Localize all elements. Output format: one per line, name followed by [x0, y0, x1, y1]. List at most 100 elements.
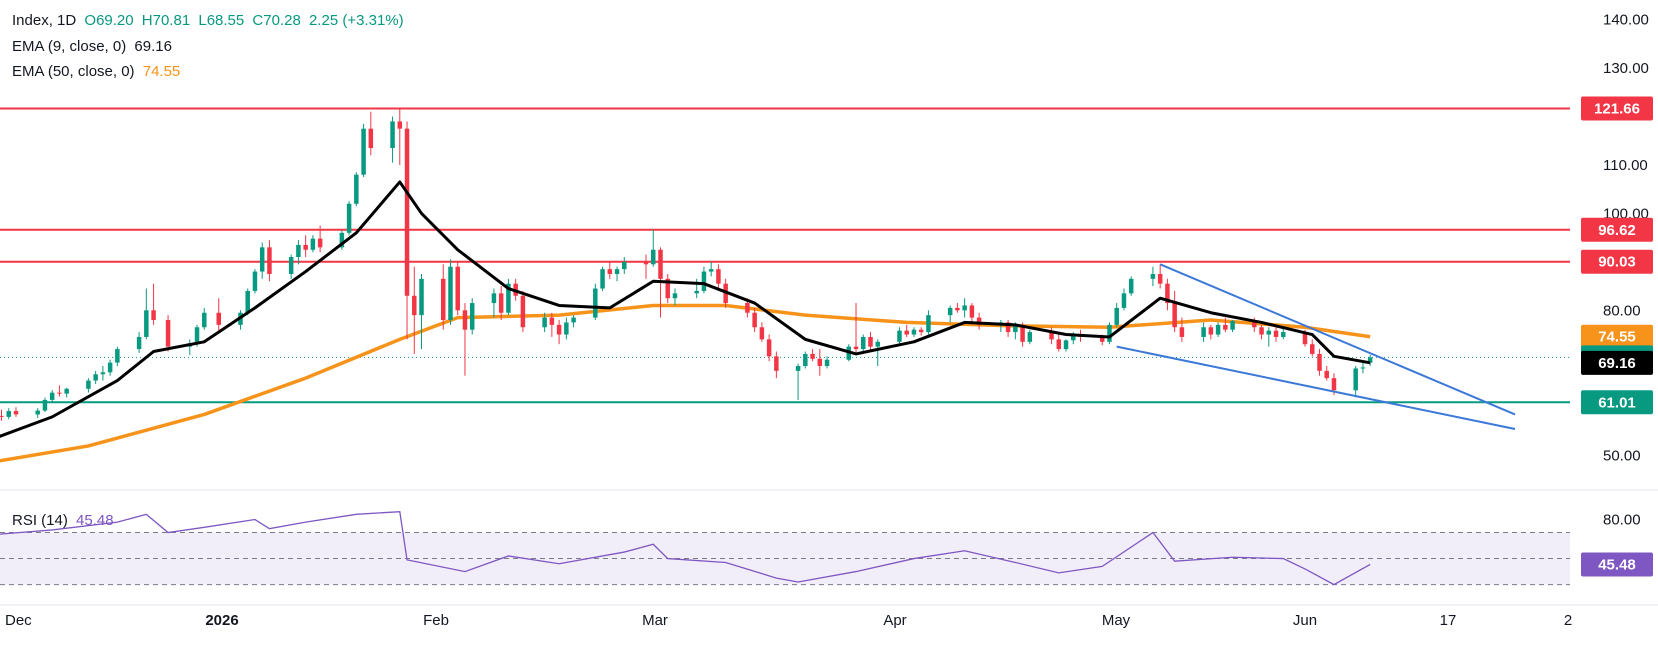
ema9-tag — [1581, 350, 1653, 375]
candle-body — [926, 315, 931, 333]
candle-body — [216, 312, 221, 325]
candle-body — [542, 317, 547, 328]
candle — [918, 327, 924, 336]
candle — [911, 327, 917, 337]
candle — [564, 317, 569, 340]
candle — [469, 298, 475, 335]
candle — [1121, 288, 1127, 311]
time-axis-label: Feb — [423, 612, 449, 629]
rsi-legend: RSI (14) 45.48 — [12, 512, 118, 529]
time-axis-label: 17 — [1440, 612, 1457, 629]
candle-body — [6, 411, 11, 417]
candle — [368, 111, 374, 156]
ema9-label: EMA (9, close, 0) — [12, 38, 127, 55]
candle — [1049, 327, 1054, 345]
candle — [361, 123, 366, 178]
time-axis-label: May — [1102, 612, 1131, 629]
candle — [216, 298, 221, 333]
resistance-level-tag — [1581, 249, 1653, 274]
candle — [795, 363, 801, 400]
candle — [694, 278, 699, 299]
candle — [701, 266, 707, 294]
time-axis-label: 2026 — [205, 612, 238, 629]
candle-body — [1309, 344, 1315, 354]
candle — [6, 408, 11, 420]
candle — [1324, 366, 1329, 381]
candle-body — [390, 121, 395, 149]
candle-body — [448, 266, 453, 320]
candle-body — [1013, 324, 1018, 333]
candle-body — [1114, 307, 1119, 325]
candle-body — [1071, 334, 1076, 341]
candle — [868, 332, 873, 352]
candle-body — [1063, 340, 1069, 350]
candle — [1259, 324, 1264, 340]
candle-body — [1005, 322, 1011, 333]
support-level-tag — [1581, 390, 1653, 415]
candle-body — [1360, 367, 1366, 369]
candle-body — [440, 278, 446, 320]
candle-body — [57, 392, 62, 394]
time-axis-label: Jun — [1293, 612, 1317, 629]
candle-body — [1302, 332, 1308, 345]
resistance-level-tag-label: 121.66 — [1594, 101, 1640, 118]
candle — [1157, 264, 1163, 289]
candle — [766, 334, 772, 362]
rsi-label: RSI (14) — [12, 512, 68, 529]
price-tick-label: 140.00 — [1603, 12, 1649, 29]
candle — [969, 303, 975, 323]
wedge-upper-trendline — [1159, 263, 1516, 416]
candle-body — [607, 269, 613, 274]
candle — [593, 283, 598, 320]
candle — [49, 390, 55, 403]
candle — [296, 240, 301, 265]
candle-body — [1331, 378, 1337, 391]
candle-body — [1215, 324, 1221, 335]
candle-body — [716, 269, 721, 284]
candle — [665, 273, 670, 304]
candle-body — [593, 288, 598, 318]
candle-body — [202, 312, 207, 328]
candle — [288, 254, 294, 279]
candle-body — [904, 330, 909, 335]
candle-body — [651, 249, 656, 265]
candle-body — [361, 128, 366, 175]
candle-body — [824, 359, 830, 367]
candle-body — [1049, 332, 1054, 340]
candle-body — [766, 339, 772, 357]
candle-body — [49, 392, 55, 400]
candle-body — [317, 238, 323, 248]
candle-body — [455, 266, 460, 311]
candle — [93, 370, 98, 384]
candle-body — [303, 244, 308, 250]
candle-body — [1266, 330, 1272, 335]
candle-body — [1223, 324, 1228, 330]
candle — [1005, 320, 1011, 337]
candle-body — [1252, 320, 1257, 328]
candle-body — [93, 374, 98, 381]
candle — [607, 261, 613, 279]
candle-body — [42, 399, 48, 411]
candle-body — [339, 232, 345, 248]
candle-body — [1317, 353, 1322, 371]
candle-body — [13, 411, 19, 415]
candle — [962, 298, 967, 318]
resistance-level-tag-label: 90.03 — [1598, 254, 1636, 271]
ema50-legend: EMA (50, close, 0) 74.55 — [12, 63, 184, 80]
change-value: 2.25 (+3.31%) — [308, 12, 404, 29]
candle — [1063, 339, 1069, 352]
time-axis-label: Dec — [5, 612, 32, 629]
candle-body — [947, 307, 953, 316]
candle — [976, 312, 982, 330]
candle — [1165, 278, 1170, 311]
candle — [86, 378, 91, 393]
price-tick-label: 80.00 — [1603, 302, 1641, 319]
candle-body — [1121, 293, 1127, 308]
candle-body — [803, 353, 808, 367]
candle — [926, 310, 931, 335]
candle-body — [795, 366, 801, 371]
candle-body — [911, 329, 917, 335]
candle-body — [665, 278, 670, 299]
candle — [1317, 349, 1322, 376]
